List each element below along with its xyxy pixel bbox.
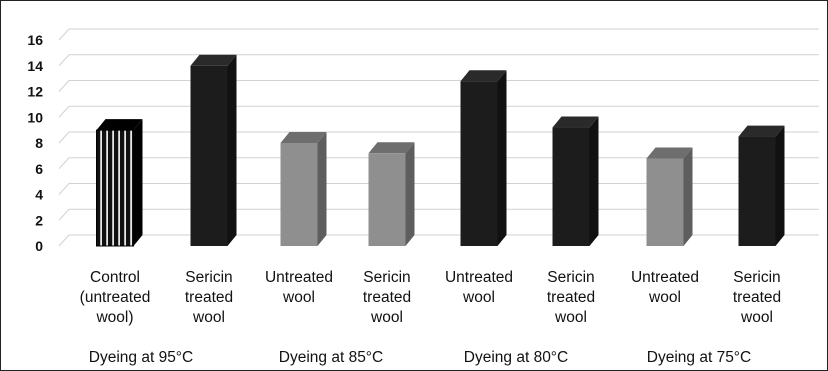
category-label-line: Sericin: [547, 269, 594, 286]
gridline-diag: [58, 54, 70, 67]
category-label-line: wool: [462, 289, 495, 306]
category-label: Sericin treated wool: [547, 269, 595, 326]
category-label-line: wool): [95, 309, 133, 326]
y-tick-label: 16: [27, 32, 43, 48]
category-label-line: Untreated: [631, 269, 699, 286]
category-label-line: wool: [648, 289, 681, 306]
bar-6: [552, 116, 599, 246]
category-label-line: wool: [554, 309, 587, 326]
bar-side: [683, 147, 693, 246]
bar-5: [460, 70, 507, 246]
bar-side: [589, 116, 599, 246]
category-label: Sericin treated wool: [363, 269, 411, 326]
bar-3: [280, 132, 327, 246]
category-label-line: wool: [192, 309, 225, 326]
bar-top: [460, 70, 507, 82]
bar-top: [646, 147, 693, 159]
gridline-diag: [58, 28, 70, 41]
bar-side: [775, 125, 785, 246]
bar-top: [96, 119, 143, 131]
category-label: Untreated wool: [631, 269, 699, 306]
group-label: Dyeing at 95°C: [89, 349, 193, 366]
category-label-line: Untreated: [265, 269, 333, 286]
bar-front: [368, 153, 406, 246]
bar-side: [405, 142, 415, 246]
y-axis-ticks: 0 2 4 6 8 10 12 14 16: [27, 32, 43, 254]
group-label: Dyeing at 85°C: [279, 349, 383, 366]
bar-4: [368, 142, 415, 246]
y-tick-label: 10: [27, 109, 43, 125]
category-label-line: wool: [740, 309, 773, 326]
bar-top: [190, 54, 237, 66]
gridline-diag: [58, 105, 70, 118]
gridline-diag: [58, 234, 70, 247]
gridline-diag: [58, 157, 70, 170]
bar-front: [190, 65, 228, 246]
group-labels: Dyeing at 95°C Dyeing at 85°C Dyeing at 80…: [89, 349, 751, 366]
category-label-line: Control: [90, 269, 140, 286]
category-label-line: treated: [547, 289, 595, 306]
y-tick-label: 8: [35, 135, 43, 151]
y-tick-label: 12: [27, 84, 43, 100]
gridlines: [58, 28, 819, 247]
category-label-line: wool: [370, 309, 403, 326]
bar-side: [497, 70, 507, 246]
y-tick-label: 0: [35, 238, 43, 254]
bar-side: [227, 54, 237, 246]
bar-7: [646, 147, 693, 246]
y-tick-label: 4: [35, 187, 43, 203]
bar-side: [317, 132, 327, 246]
category-label: Untreated wool: [445, 269, 513, 306]
category-label: Untreated wool: [265, 269, 333, 306]
bar-front: [460, 81, 498, 246]
category-label-line: treated: [733, 289, 781, 306]
category-label-line: Untreated: [445, 269, 513, 286]
bar-8: [738, 125, 785, 246]
category-label-line: wool: [282, 289, 315, 306]
bar-front: [280, 143, 318, 246]
group-label: Dyeing at 80°C: [464, 349, 568, 366]
bar-2: [190, 54, 237, 246]
category-label: Control (untreated wool): [80, 269, 151, 326]
category-label-line: treated: [363, 289, 411, 306]
category-label-line: Sericin: [185, 269, 232, 286]
gridline-diag: [58, 183, 70, 195]
bar-side: [133, 119, 143, 246]
bar-front: [552, 127, 590, 246]
gridline-diag: [58, 80, 70, 92]
bar-top: [280, 132, 327, 143]
bar-front: [646, 158, 684, 246]
gridline-diag: [58, 131, 70, 144]
y-tick-label: 6: [35, 161, 43, 177]
bars: [96, 54, 785, 247]
bar-top: [552, 116, 599, 128]
bar-top: [368, 142, 415, 154]
category-labels: Control (untreated wool) Sericin treated wool…: [80, 269, 781, 326]
bar-top: [738, 125, 785, 137]
category-label-line: (untreated: [80, 289, 151, 306]
y-tick-label: 2: [35, 212, 43, 228]
category-label-line: treated: [185, 289, 233, 306]
category-label: Sericin treated wool: [185, 269, 233, 326]
bar-front: [96, 129, 134, 247]
group-label: Dyeing at 75°C: [647, 349, 751, 366]
category-label-line: Sericin: [363, 269, 410, 286]
y-tick-label: 14: [27, 58, 43, 74]
bar-front: [738, 136, 776, 246]
gridline-diag: [58, 208, 70, 221]
category-label-line: Sericin: [733, 269, 780, 286]
category-label: Sericin treated wool: [733, 269, 781, 326]
bar-1: [96, 119, 143, 247]
